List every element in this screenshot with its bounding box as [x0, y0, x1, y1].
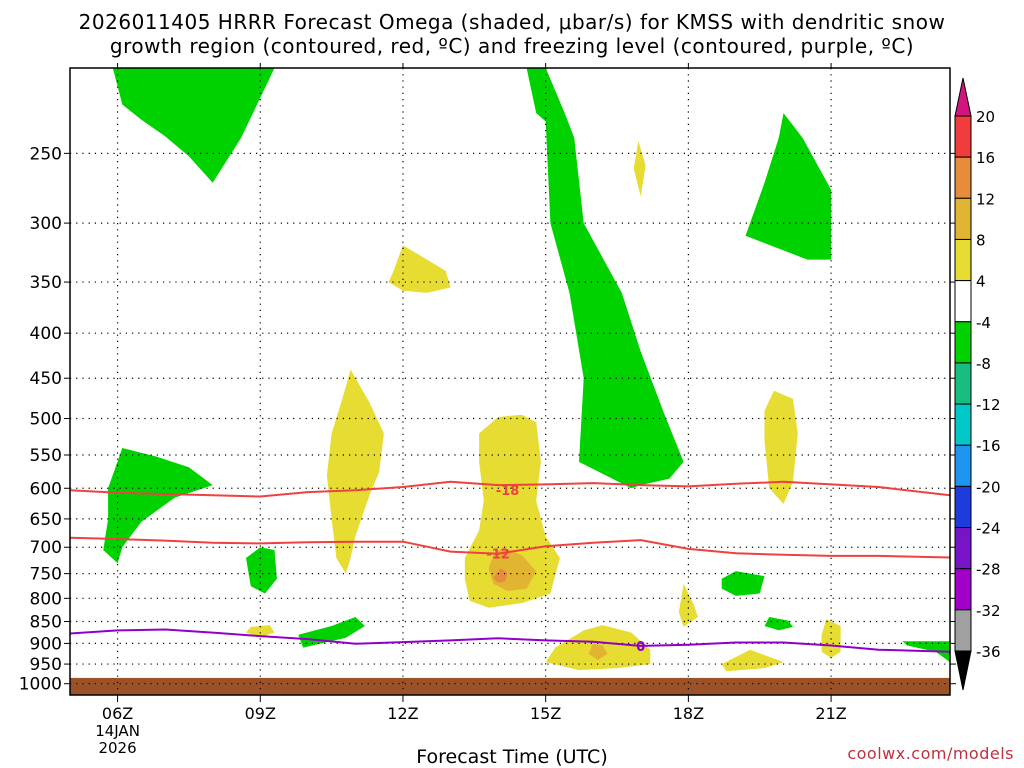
omega-region-neg-top-left	[112, 68, 275, 183]
omega-region-pos-14z-core	[493, 568, 508, 583]
omega-region-neg-long-15z	[526, 68, 684, 489]
colorbar-segment-7	[954, 403, 972, 446]
chart-title-line2: growth region (contoured, red, ºC) and f…	[109, 34, 915, 58]
omega-region-neg-right-edge	[902, 641, 950, 663]
plot-frame	[69, 67, 951, 696]
colorbar-segment-3	[954, 238, 972, 282]
colorbar-label-11: -28	[976, 561, 1001, 579]
plot-border	[69, 67, 951, 696]
colorbar-segment-0	[954, 115, 972, 158]
x-tick-label-21Z: 21Z	[815, 704, 846, 723]
contour-labels: -18 -12 0	[486, 484, 645, 655]
colorbar-segment-1	[954, 156, 972, 199]
positive-omega-regions	[246, 140, 841, 672]
omega-region-pos-18z-thin	[678, 583, 698, 627]
y-tick-label-900: 900	[30, 634, 62, 654]
dendritic-contour-label-0: -18	[496, 484, 520, 499]
y-tick-label-700: 700	[30, 538, 62, 558]
x-tick-label-06Z: 06Z	[102, 704, 133, 723]
colorbar-label-12: -32	[976, 602, 1001, 620]
omega-region-neg-small-20z	[764, 617, 793, 631]
y-tick-label-400: 400	[30, 324, 62, 344]
y-axis: 2503003504004505005506006507007508008509…	[19, 144, 956, 695]
dendritic-contour-label-1: -12	[486, 548, 510, 563]
y-tick-label-950: 950	[30, 655, 62, 675]
colorbar-label-2: 12	[976, 190, 995, 208]
colorbar-segment-9	[954, 485, 972, 529]
x-tick-label-18Z: 18Z	[673, 704, 704, 723]
y-tick-label-250: 250	[30, 144, 62, 164]
x-axis-label: Forecast Time (UTC)	[416, 746, 608, 768]
omega-region-pos-12z-upper	[388, 245, 451, 293]
omega-region-pos-17z-thin	[633, 140, 646, 197]
colorbar-segment-10	[954, 527, 972, 570]
colorbar-segment-2	[954, 197, 972, 240]
colorbar-segment-12	[954, 609, 972, 652]
y-tick-label-600: 600	[30, 479, 62, 499]
omega-region-neg-small-19z	[721, 571, 765, 596]
y-tick-label-550: 550	[30, 446, 62, 466]
colorbar-label-5: -4	[976, 314, 991, 332]
omega-region-neg-small-09z	[246, 547, 277, 594]
colorbar-segment-5	[954, 321, 972, 364]
ground-fill	[70, 677, 950, 695]
y-tick-label-800: 800	[30, 589, 62, 609]
colorbar-label-3: 8	[976, 231, 986, 249]
x-tick-year: 2026	[98, 739, 136, 757]
colorbar-label-0: 20	[976, 108, 995, 126]
colorbar-segment-8	[954, 444, 972, 487]
contour-lines	[70, 480, 950, 653]
omega-region-neg-top-right	[745, 113, 832, 260]
colorbar-label-10: -24	[976, 520, 1001, 538]
omega-region-pos-09z-small	[246, 625, 275, 637]
credit-text: coolwx.com/models	[847, 744, 1014, 763]
ground-layer	[70, 677, 950, 695]
x-tick-label-12Z: 12Z	[387, 704, 418, 723]
colorbar-top-triangle	[954, 77, 972, 117]
freezing-level-label: 0	[636, 640, 645, 655]
omega-region-pos-16z-inner	[588, 643, 608, 660]
omega-region-pos-14z-big	[464, 414, 560, 608]
omega-region-pos-19z-lower	[721, 649, 784, 672]
colorbar-segment-4	[954, 280, 972, 323]
y-tick-label-750: 750	[30, 565, 62, 585]
colorbar-label-9: -20	[976, 478, 1001, 496]
colorbar-label-13: -36	[976, 643, 1001, 661]
colorbar-label-7: -12	[976, 396, 1001, 414]
omega-region-pos-11z-column	[326, 369, 384, 574]
colorbar-segment-11	[954, 568, 972, 611]
colorbar-label-1: 16	[976, 149, 995, 167]
dendritic-contour-0	[70, 480, 950, 498]
y-tick-label-1000: 1000	[19, 675, 62, 695]
y-tick-label-450: 450	[30, 369, 62, 389]
colorbar-segment-6	[954, 362, 972, 405]
x-tick-date: 14JAN	[95, 722, 140, 740]
y-tick-label-500: 500	[30, 410, 62, 430]
x-tick-label-09Z: 09Z	[245, 704, 276, 723]
y-tick-label-350: 350	[30, 273, 62, 293]
x-tick-label-15Z: 15Z	[530, 704, 561, 723]
y-tick-label-650: 650	[30, 510, 62, 530]
y-tick-label-850: 850	[30, 613, 62, 633]
colorbar-label-4: 4	[976, 273, 986, 291]
omega-region-neg-left-low	[103, 448, 213, 564]
colorbar: 20 16 12 8 4 -4 -8 -12 -16 -20 -24 -28 -32 -36	[954, 77, 1001, 691]
colorbar-label-8: -16	[976, 437, 1001, 455]
chart-title-line1: 2026011405 HRRR Forecast Omega (shaded, …	[78, 10, 946, 34]
y-tick-label-300: 300	[30, 214, 62, 234]
colorbar-bottom-triangle	[954, 650, 972, 691]
colorbar-label-6: -8	[976, 355, 991, 373]
freezing-level-contour	[70, 628, 950, 653]
dendritic-contour-1	[70, 536, 950, 559]
